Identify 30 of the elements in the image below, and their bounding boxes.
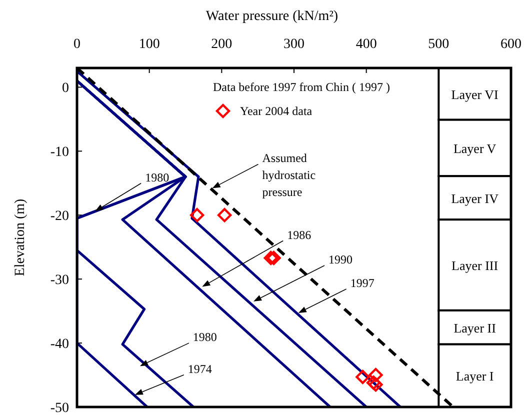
- x-tick-label: 300: [284, 37, 304, 52]
- legend-label: Year 2004 data: [240, 104, 313, 118]
- y-axis-title: Elevation (m): [13, 198, 28, 276]
- y-tick-label: -20: [50, 209, 69, 224]
- annotation: Data before 1997 from Chin ( 1997 ): [213, 80, 390, 94]
- x-tick-label: 0: [74, 37, 80, 52]
- band-label: Layer III: [452, 258, 498, 274]
- band-label: Layer IV: [451, 190, 500, 206]
- band-label: Layer V: [453, 140, 497, 156]
- annotation: Assumed hydrostatic pressure: [262, 151, 316, 200]
- annotation: 1974: [188, 362, 212, 376]
- x-axis-title: Water pressure (kN/m²): [206, 9, 338, 24]
- x-tick-label: 400: [356, 37, 377, 52]
- annotation: 1997: [350, 276, 374, 290]
- y-tick-label: -50: [50, 401, 69, 415]
- annotation: 1990: [328, 252, 352, 266]
- band-label: Layer VI: [451, 86, 498, 102]
- y-tick-label: 0: [62, 81, 69, 96]
- band-label: Layer II: [454, 320, 496, 336]
- y-tick-label: -30: [50, 273, 69, 288]
- annotation: 1980: [145, 170, 170, 184]
- x-tick-label: 500: [428, 37, 450, 52]
- band-label: Layer I: [456, 368, 494, 384]
- x-tick-label: 200: [211, 37, 232, 52]
- x-tick-label: 100: [138, 37, 160, 52]
- y-tick-label: -40: [50, 337, 69, 352]
- annotation: 1980: [192, 330, 217, 344]
- y-tick-label: -10: [50, 145, 69, 160]
- x-tick-label: 600: [500, 37, 522, 52]
- annotation: 1986: [287, 228, 312, 242]
